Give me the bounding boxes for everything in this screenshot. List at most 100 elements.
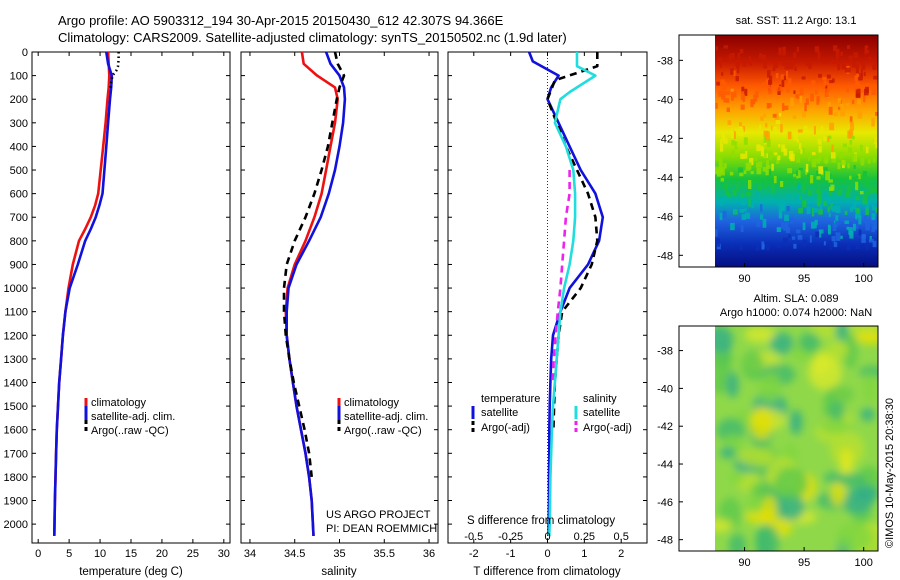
sla-texture-blob	[770, 332, 794, 355]
sst-texture-cell	[797, 235, 803, 240]
y-tick-label: 1900	[4, 496, 28, 508]
sst-texture-cell	[805, 199, 810, 204]
sst-texture-cell	[864, 46, 868, 55]
sst-texture-cell	[762, 218, 767, 228]
sst-texture-cell	[866, 243, 869, 250]
sst-texture-cell	[763, 113, 767, 118]
sst-texture-cell	[861, 61, 866, 70]
sst-texture-cell	[852, 223, 856, 231]
sla-texture-blob	[741, 350, 764, 381]
sst-texture-cell	[778, 204, 783, 211]
sst-texture-cell	[846, 45, 851, 50]
sst-texture-cell	[795, 94, 798, 98]
sst-texture-cell	[860, 157, 865, 166]
sst-texture-cell	[805, 61, 809, 66]
sst-texture-cell	[864, 180, 870, 188]
sst-texture-cell	[862, 195, 868, 205]
y-tick-label: 1100	[4, 307, 28, 319]
sst-texture	[715, 45, 881, 251]
sst-texture-cell	[796, 153, 801, 157]
temperature-legend: climatology satellite-adj. clim. Argo(..…	[84, 397, 175, 437]
x-tick-label: 30	[218, 548, 230, 560]
x-tick-label: 20	[156, 548, 168, 560]
sst-texture-cell	[865, 146, 869, 154]
sst-texture-cell	[828, 179, 833, 183]
sla-texture-blob	[746, 495, 765, 513]
sst-texture-cell	[720, 167, 725, 176]
sst-texture-cell	[780, 74, 784, 81]
sst-texture-cell	[823, 80, 827, 87]
sst-texture-cell	[847, 163, 850, 169]
sst-texture-cell	[732, 189, 737, 197]
x-tick-label: 2	[618, 548, 624, 560]
sst-texture-cell	[855, 64, 860, 74]
sst-texture-cell	[811, 80, 816, 85]
s-tick-label: -0.5	[464, 531, 483, 543]
sst-texture-cell	[739, 208, 745, 213]
sla-texture-blob	[774, 467, 809, 500]
sst-texture-cell	[722, 81, 727, 90]
sst-texture-cell	[793, 176, 797, 186]
sst-texture-cell	[743, 170, 747, 174]
sst-texture-cell	[855, 213, 858, 220]
sst-texture-cell	[786, 84, 791, 93]
x-tick-label: 5	[66, 548, 72, 560]
sst-texture-cell	[800, 148, 803, 154]
pi-annotation: PI: DEAN ROEMMICH	[326, 523, 437, 535]
sla-texture-blob	[750, 481, 774, 498]
sst-texture-cell	[844, 220, 849, 224]
sst-texture-cell	[802, 222, 806, 231]
sst-texture-cell	[860, 144, 863, 152]
sst-texture-cell	[762, 82, 765, 89]
sst-texture-cell	[730, 243, 735, 247]
sst-texture-cell	[787, 78, 792, 85]
y-tick-label: 1400	[4, 377, 28, 389]
legend-label-climatology: climatology	[344, 397, 400, 409]
sst-texture-cell	[876, 132, 878, 142]
lon-tick-label: 100	[855, 557, 873, 569]
sst-texture-cell	[765, 123, 768, 128]
sst-texture-cell	[878, 244, 881, 250]
sst-texture-cell	[818, 208, 823, 215]
lat-tick-label: -38	[657, 55, 673, 67]
series-line-satellite	[527, 51, 605, 536]
sst-texture-cell	[852, 62, 856, 68]
sst-texture-cell	[835, 217, 839, 226]
sst-texture-cell	[820, 175, 824, 183]
sst-texture-cell	[836, 55, 840, 60]
salinity-panel-frame	[240, 51, 439, 544]
sst-texture-cell	[724, 196, 729, 203]
sst-texture-cell	[829, 186, 834, 191]
sst-texture-cell	[731, 149, 735, 158]
sst-texture-cell	[874, 185, 878, 194]
lat-tick-label: -40	[657, 94, 673, 106]
sst-map-title: sat. SST: 11.2 Argo: 13.1	[736, 15, 857, 27]
sst-texture-cell	[771, 184, 775, 194]
sst-texture-cell	[860, 191, 864, 195]
sst-texture-cell	[847, 147, 852, 153]
x-tick-label: 34.5	[284, 548, 305, 560]
sla-texture-blob	[855, 330, 878, 345]
sst-texture-cell	[753, 176, 756, 185]
sst-texture-cell	[813, 126, 816, 135]
sst-texture-cell	[871, 117, 875, 127]
x-tick-label: -1	[506, 548, 516, 560]
sst-texture-cell	[851, 184, 854, 188]
sst-texture-cell	[790, 97, 794, 107]
sst-texture-cell	[865, 206, 869, 216]
sst-texture-cell	[768, 80, 772, 85]
sst-texture-cell	[798, 170, 801, 179]
sst-texture-cell	[831, 206, 837, 212]
sst-texture-cell	[838, 98, 841, 104]
sst-texture-cell	[775, 87, 779, 92]
sst-texture-cell	[818, 154, 822, 161]
lat-tick-label: -48	[657, 535, 673, 547]
sst-texture-cell	[852, 219, 856, 226]
sst-texture-cell	[760, 204, 763, 212]
sst-texture-cell	[723, 45, 729, 49]
sst-texture-cell	[795, 197, 799, 203]
header-line-1: Argo profile: AO 5903312_194 30-Apr-2015…	[58, 13, 504, 28]
sst-texture-cell	[798, 143, 802, 150]
sst-texture-cell	[849, 116, 853, 124]
sst-texture-cell	[722, 210, 727, 218]
